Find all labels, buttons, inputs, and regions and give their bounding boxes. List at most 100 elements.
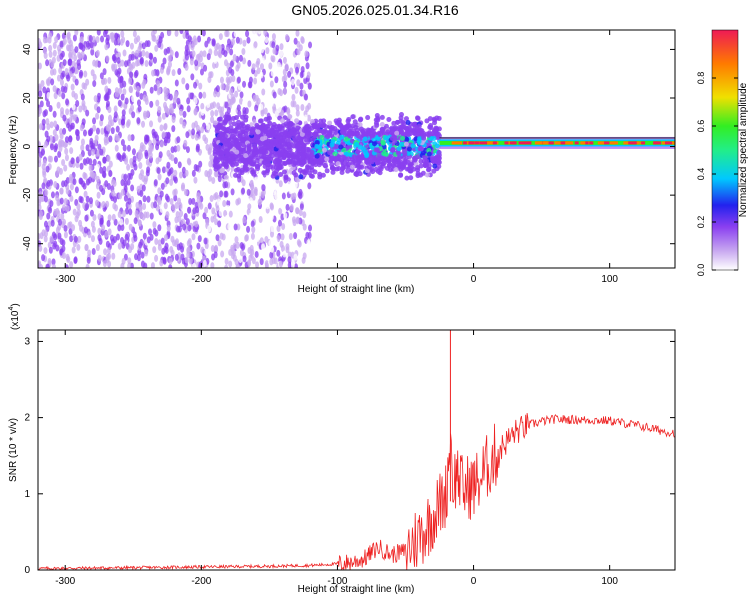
heatmap-cell [207,225,212,233]
heatmap-cell [180,245,185,253]
heatmap-cell [341,154,347,160]
heatmap-cell [237,197,242,205]
heatmap-cell [187,224,192,232]
heatmap-cell [43,220,48,228]
heatmap-cell [421,135,427,141]
heatmap-cell [56,210,61,218]
heatmap-cell [217,50,222,58]
heatmap-cell [398,111,404,117]
heatmap-cell [108,169,113,177]
heatmap-cell [194,59,199,67]
heatmap-cell [154,44,159,52]
spectrogram-y-tick-label: -20 [22,187,33,202]
heatmap-cell [158,151,163,159]
heatmap-cell [131,148,136,156]
heatmap-cell [130,184,135,192]
heatmap-cell [114,133,119,141]
heatmap-cell [117,99,122,107]
heatmap-cell [128,172,133,180]
heatmap-cell [250,220,255,228]
heatmap-cell [85,40,90,48]
heatmap-cell [242,255,247,263]
heatmap-cell [230,68,235,76]
heatmap-cell [424,172,430,178]
heatmap-cell [391,158,397,164]
heatmap-cell [38,62,42,70]
heatmap-cell [219,76,224,84]
heatmap-cell [116,56,121,64]
heatmap-cell [275,126,281,132]
heatmap-cell [105,100,110,108]
heatmap-cell [156,167,161,175]
heatmap-line-peak [492,141,497,145]
heatmap-cell [38,198,42,206]
heatmap-cell [71,66,76,74]
heatmap-cell [285,243,290,251]
heatmap-cell [203,64,208,72]
heatmap-cell [269,128,275,134]
heatmap-cell [127,257,132,265]
heatmap-cell [163,105,168,113]
heatmap-cell [283,186,288,194]
heatmap-cell [229,88,234,96]
heatmap-line-peak [564,141,569,145]
heatmap-cell [68,135,73,143]
heatmap-cell [67,58,72,66]
heatmap-cell [281,192,286,200]
heatmap-cell [173,157,178,165]
heatmap-cell [224,215,229,223]
heatmap-cell [50,60,55,68]
heatmap-cell [95,175,100,183]
heatmap-cell [168,152,173,160]
heatmap-cell [215,126,221,132]
heatmap-cell [79,224,84,232]
heatmap-line-peak [504,141,509,145]
heatmap-cell [65,253,70,261]
heatmap-cell [156,80,161,88]
heatmap-cell [115,125,120,133]
heatmap-cell [404,137,410,143]
heatmap-cell [269,153,275,159]
heatmap-cell [436,155,442,161]
heatmap-cell [312,169,318,175]
heatmap-line-peak [451,141,456,145]
heatmap-cell [42,36,47,44]
heatmap-cell [237,83,242,91]
heatmap-cell [188,198,193,206]
heatmap-cell [185,131,190,139]
heatmap-cell [251,143,257,149]
heatmap-cell [251,226,256,234]
heatmap-cell [261,88,266,96]
heatmap-cell [186,105,191,113]
heatmap-line-peak [512,141,517,145]
heatmap-cell [172,174,177,182]
heatmap-cell [81,180,86,188]
heatmap-cell [84,243,89,251]
heatmap-cell [153,201,158,209]
heatmap-cell [71,103,76,111]
heatmap-cell [89,127,94,135]
heatmap-cell [95,182,100,190]
colorbar-gradient [711,29,739,271]
heatmap-cell [199,50,204,58]
heatmap-cell [121,210,126,218]
heatmap-cell [81,118,86,126]
heatmap-cell [239,126,245,132]
heatmap-cell [291,93,296,101]
snr-y-ticks: 0 1 2 3 [24,336,675,576]
heatmap-cell [140,260,145,268]
heatmap-cell [278,164,284,170]
heatmap-cell [92,124,97,132]
heatmap-cell [134,49,139,57]
heatmap-cell [169,178,174,186]
heatmap-line-peak [556,141,561,145]
heatmap-cell [159,140,164,148]
heatmap-cell [41,182,46,190]
heatmap-cell [348,125,354,131]
heatmap-cell [217,220,222,228]
heatmap-cell [48,105,53,113]
heatmap-cell [186,251,191,259]
heatmap-cell [142,94,147,102]
heatmap-cell [282,169,288,175]
heatmap-cell [296,79,301,87]
